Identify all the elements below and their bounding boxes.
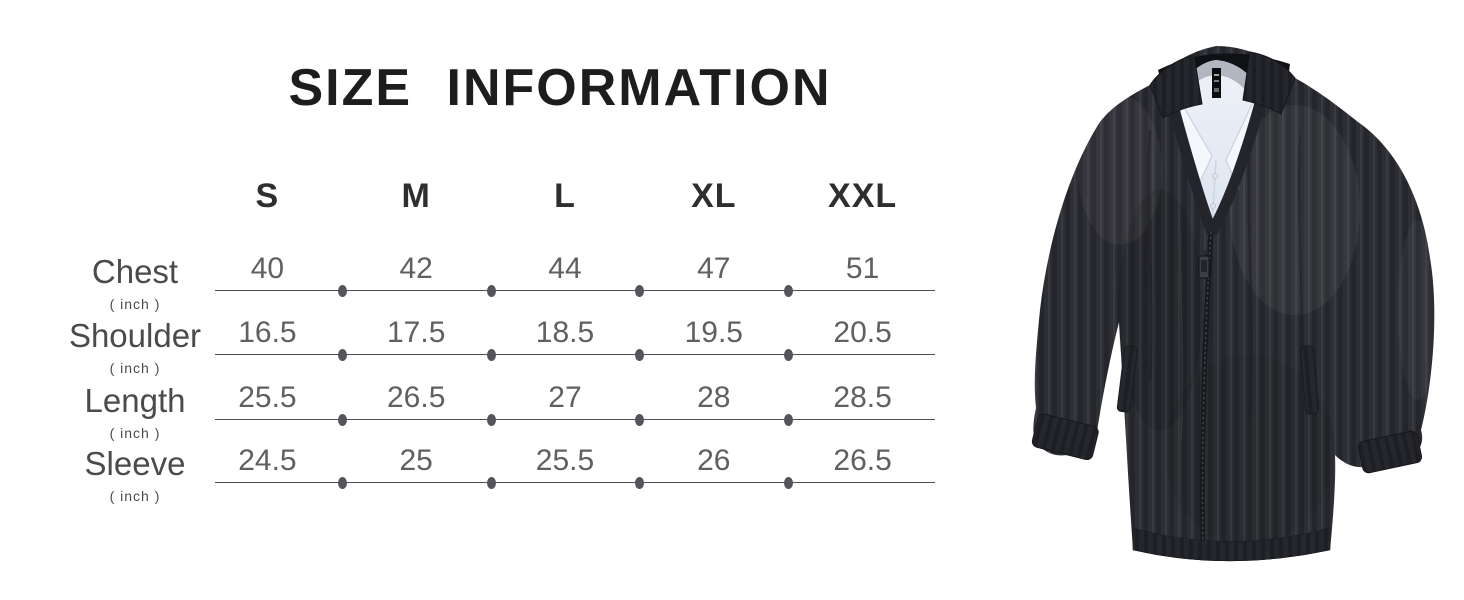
separator-dot: [784, 414, 794, 426]
pocket-right: [1299, 345, 1320, 415]
separator-dot: [486, 285, 496, 297]
separator-dot: [635, 349, 645, 361]
cardigan-product-photo: [1031, 46, 1438, 562]
row-unit-length: ( inch ): [109, 425, 161, 441]
length-value-l: 27: [548, 381, 582, 414]
sleeve-value-s: 24.5: [238, 444, 297, 477]
separator-dot: [784, 349, 794, 361]
size-table: S M L XL XXL Chest ( inch ) 40 42 44 47 …: [0, 170, 940, 504]
chest-value-xl: 47: [697, 252, 731, 285]
separator-dot: [486, 477, 496, 489]
shoulder-value-l: 18.5: [535, 316, 595, 349]
shoulder-value-s: 16.5: [238, 316, 297, 349]
row-underline: [215, 419, 935, 420]
separator-dot: [337, 477, 347, 489]
table-row-length: Length ( inch ) 25.5 26.5 27 28 28.5: [0, 356, 940, 441]
table-row-shoulder: Shoulder ( inch ) 16.5 17.5 18.5 19.5 20…: [0, 291, 940, 376]
size-column-xxl: XXL: [828, 176, 898, 215]
separator-dot: [784, 477, 794, 489]
separator-dot: [784, 285, 794, 297]
row-label-shoulder: Shoulder: [68, 317, 202, 354]
sleeve-value-m: 25: [399, 444, 433, 477]
sleeve-value-xxl: 26.5: [833, 444, 892, 477]
shoulder-value-m: 17.5: [387, 316, 446, 349]
header-spacer: [0, 170, 193, 222]
separator-dot: [635, 477, 645, 489]
shoulder-value-xl: 19.5: [684, 316, 743, 349]
size-column-l: L: [554, 176, 576, 215]
row-unit-shoulder: ( inch ): [109, 360, 161, 376]
size-column-xl: XL: [691, 176, 737, 215]
separator-dot: [635, 414, 645, 426]
separator-dot: [337, 414, 347, 426]
cuff-right: [1357, 430, 1423, 474]
pocket-left: [1116, 345, 1138, 413]
page-title: SIZE INFORMATION: [288, 59, 832, 117]
size-column-m: M: [401, 176, 431, 215]
row-underline: [215, 354, 935, 355]
row-label-chest: Chest: [91, 253, 179, 290]
chest-value-m: 42: [399, 252, 433, 285]
row-label-sleeve: Sleeve: [84, 445, 186, 482]
chest-value-s: 40: [250, 252, 285, 285]
chest-value-xxl: 51: [845, 252, 880, 285]
row-label-length: Length: [84, 382, 186, 419]
shirt-label-tag: [1212, 68, 1221, 98]
sweater-body: [1033, 46, 1435, 561]
row-underline: [215, 482, 935, 483]
shoulder-value-xxl: 20.5: [833, 316, 892, 349]
separator-dot: [486, 414, 496, 426]
collar-left: [1149, 54, 1203, 119]
length-value-m: 26.5: [387, 381, 446, 414]
sleeve-value-xl: 26: [697, 444, 731, 477]
table-row-sleeve: Sleeve ( inch ) 24.5 25 25.5 26 26.5: [0, 419, 940, 504]
table-row-chest: Chest ( inch ) 40 42 44 47 51: [0, 227, 940, 312]
cuff-left: [1031, 413, 1099, 461]
separator-dot: [486, 349, 496, 361]
separator-dot: [635, 285, 645, 297]
size-header-row: S M L XL XXL: [0, 170, 940, 222]
separator-dot: [337, 285, 347, 297]
size-column-s: S: [255, 176, 280, 215]
row-unit-chest: ( inch ): [109, 296, 161, 312]
length-value-xxl: 28.5: [833, 381, 892, 414]
length-value-xl: 28: [697, 381, 731, 414]
length-value-s: 25.5: [238, 381, 297, 414]
shirt-inner-band: [1177, 60, 1258, 106]
row-underline: [215, 290, 935, 291]
collar-right: [1242, 51, 1296, 115]
sleeve-value-l: 25.5: [535, 444, 595, 477]
row-unit-sleeve: ( inch ): [109, 488, 161, 504]
hem-band: [1132, 527, 1331, 562]
chest-value-l: 44: [548, 252, 582, 285]
separator-dot: [337, 349, 347, 361]
